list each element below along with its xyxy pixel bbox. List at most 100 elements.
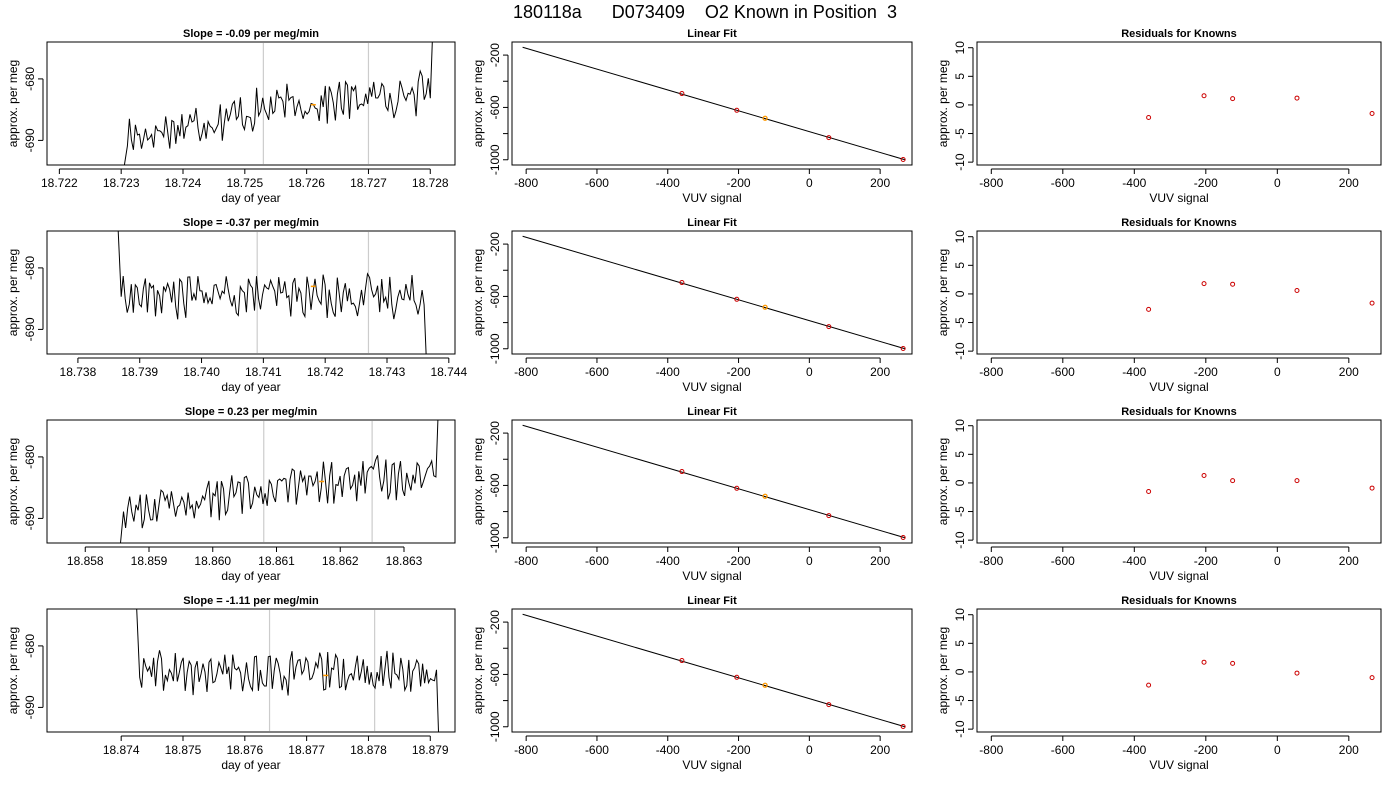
y-tick-label: -5 <box>953 506 967 517</box>
x-tick-label: 18.725 <box>226 176 263 190</box>
fit-point <box>900 157 906 163</box>
residual-point <box>1201 659 1207 665</box>
plot-frame <box>976 608 1382 733</box>
x-tick-label: -200 <box>727 365 751 379</box>
residual-point <box>1369 300 1375 306</box>
data-trace-line <box>136 608 439 733</box>
plot-frame <box>976 41 1382 166</box>
panel-title: Slope = -0.09 per meg/min <box>183 28 319 40</box>
y-tick-label: -680 <box>23 256 37 280</box>
y-tick-label: 0 <box>953 290 967 297</box>
y-axis-label: approx. per meg <box>6 60 20 147</box>
panel-title: Residuals for Knowns <box>1121 28 1237 40</box>
y-axis-label: approx. per meg <box>6 438 20 525</box>
y-tick-label: 10 <box>953 230 967 244</box>
x-axis-label: day of year <box>221 758 280 772</box>
x-tick-label: 18.744 <box>430 365 467 379</box>
residuals-panel: Residuals for Knowns -800 -600 -400 -200 0 200… <box>936 217 1382 394</box>
x-tick-label: 0 <box>1274 743 1281 757</box>
linear-fit-panel: Linear Fit -800 -600 -400 -200 0 200 VUV signal… <box>471 595 913 772</box>
x-tick-label: -400 <box>656 176 680 190</box>
y-tick-label: 5 <box>953 451 967 458</box>
x-tick-label: 18.859 <box>131 554 168 568</box>
x-tick-label: 200 <box>1339 176 1359 190</box>
x-tick-label: 18.879 <box>412 743 449 757</box>
fit-point <box>900 346 906 352</box>
x-tick-label: -400 <box>656 554 680 568</box>
residual-point <box>1294 287 1300 293</box>
y-tick-label: 10 <box>953 419 967 433</box>
y-tick-label: 0 <box>953 101 967 108</box>
linear-fit-panel: Linear Fit -800 -600 -400 -200 0 200 VUV signal… <box>471 28 913 205</box>
y-axis-label: approx. per meg <box>471 438 485 525</box>
y-tick-label: 5 <box>953 262 967 269</box>
x-tick-label: -400 <box>1122 743 1146 757</box>
fit-point <box>826 324 832 330</box>
x-axis-label: VUV signal <box>682 758 741 772</box>
panel-title: Residuals for Knowns <box>1121 595 1237 607</box>
x-tick-label: -800 <box>979 743 1003 757</box>
panel-title: Linear Fit <box>687 406 737 418</box>
x-tick-label: 0 <box>1274 176 1281 190</box>
plot-frame <box>511 41 913 166</box>
y-tick-label: -200 <box>488 43 502 67</box>
y-axis-label: approx. per meg <box>936 627 950 714</box>
x-tick-label: -600 <box>585 554 609 568</box>
residuals-panel: Residuals for Knowns -800 -600 -400 -200 0 200… <box>936 406 1382 583</box>
fit-point <box>679 280 685 286</box>
panel-title: Residuals for Knowns <box>1121 217 1237 229</box>
y-axis-label: approx. per meg <box>6 249 20 336</box>
plot-frame <box>46 608 456 733</box>
residual-point <box>1146 115 1152 121</box>
residual-point <box>1230 478 1236 484</box>
fit-highlight-point <box>762 493 768 499</box>
x-tick-label: -800 <box>514 176 538 190</box>
x-axis-label: VUV signal <box>682 569 741 583</box>
fit-point <box>679 469 685 475</box>
x-axis-label: VUV signal <box>1149 569 1208 583</box>
fit-point <box>734 485 740 491</box>
y-tick-label: -600 <box>488 95 502 119</box>
residual-point <box>1201 93 1207 99</box>
fit-point <box>900 724 906 730</box>
panel-title: Linear Fit <box>687 217 737 229</box>
x-tick-label: 18.863 <box>386 554 423 568</box>
x-tick-label: 200 <box>870 554 890 568</box>
x-tick-label: 18.878 <box>350 743 387 757</box>
slope-panel: Slope = -1.11 per meg/min 18.874 18.875 18.… <box>6 595 456 772</box>
residual-point <box>1146 489 1152 495</box>
y-tick-label: -200 <box>488 610 502 634</box>
x-tick-label: 200 <box>870 743 890 757</box>
x-tick-label: -200 <box>727 554 751 568</box>
fit-line <box>522 613 906 728</box>
residual-point <box>1230 281 1236 287</box>
fit-line <box>522 235 906 350</box>
residual-point <box>1146 682 1152 688</box>
x-tick-label: 18.738 <box>60 365 97 379</box>
x-tick-label: -600 <box>1051 176 1075 190</box>
x-tick-label: 18.742 <box>307 365 344 379</box>
x-tick-label: 18.861 <box>258 554 295 568</box>
y-tick-label: -680 <box>23 445 37 469</box>
residual-point <box>1369 675 1375 681</box>
plot-frame <box>46 419 456 544</box>
residual-point <box>1369 111 1375 117</box>
y-axis-label: approx. per meg <box>936 249 950 336</box>
y-tick-label: -680 <box>23 634 37 658</box>
y-tick-label: -1000 <box>488 711 502 742</box>
y-tick-label: -690 <box>23 128 37 152</box>
x-tick-label: -400 <box>656 743 680 757</box>
residuals-panel: Residuals for Knowns -800 -600 -400 -200 0 200… <box>936 595 1382 772</box>
residual-point <box>1146 306 1152 312</box>
y-tick-label: -600 <box>488 284 502 308</box>
x-tick-label: -600 <box>585 365 609 379</box>
x-tick-label: -800 <box>514 554 538 568</box>
x-tick-label: 200 <box>1339 743 1359 757</box>
x-tick-label: 18.875 <box>165 743 202 757</box>
residual-point <box>1230 96 1236 102</box>
x-tick-label: 18.743 <box>369 365 406 379</box>
x-tick-label: -200 <box>727 176 751 190</box>
plot-frame <box>46 41 456 166</box>
x-tick-label: -200 <box>1194 743 1218 757</box>
